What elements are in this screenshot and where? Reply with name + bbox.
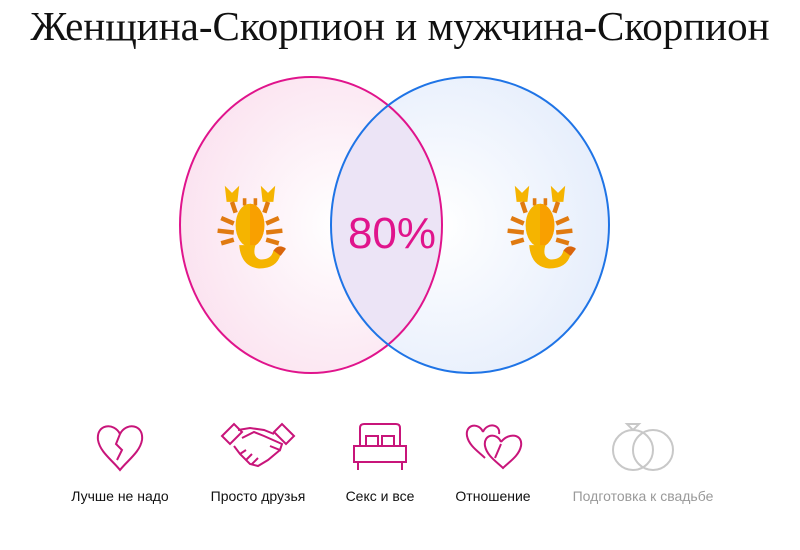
bed-icon bbox=[353, 423, 407, 470]
venn-diagram: 80% bbox=[179, 76, 610, 374]
wedding-rings-icon bbox=[612, 423, 674, 471]
broken-heart-icon bbox=[96, 425, 144, 472]
level-item: Просто друзья bbox=[178, 420, 338, 504]
level-label: Секс и все bbox=[345, 488, 415, 504]
handshake-icon bbox=[220, 422, 296, 468]
overlap-area bbox=[331, 77, 442, 373]
page-title: Женщина-Скорпион и мужчина-Скорпион bbox=[30, 3, 770, 49]
level-label: Подготовка к свадьбе bbox=[572, 488, 714, 504]
level-label: Просто друзья bbox=[210, 488, 306, 504]
level-item: Отношение bbox=[413, 420, 573, 504]
level-item: Подготовка к свадьбе bbox=[563, 420, 723, 504]
level-label: Отношение bbox=[455, 488, 531, 504]
level-label: Лучше не надо bbox=[71, 488, 169, 504]
level-item: Лучше не надо bbox=[40, 420, 200, 504]
level-item: Секс и все bbox=[300, 420, 460, 504]
compatibility-percent: 80% bbox=[348, 209, 436, 258]
two-hearts-icon bbox=[465, 424, 523, 470]
